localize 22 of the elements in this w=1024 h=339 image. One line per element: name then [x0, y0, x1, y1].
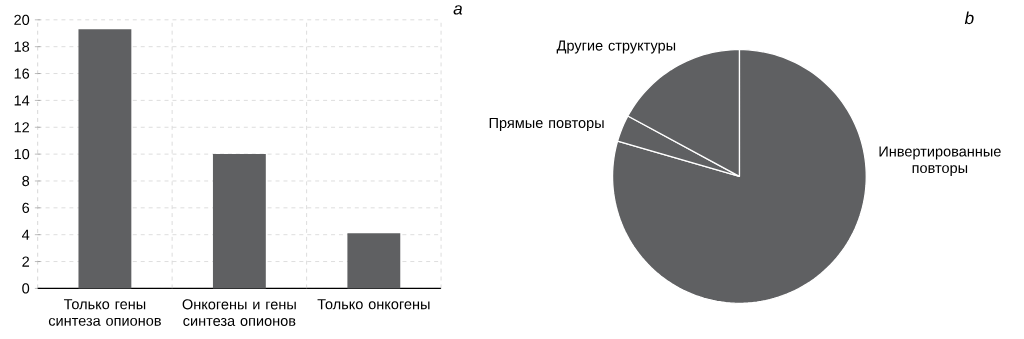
bar [347, 233, 401, 289]
slice-label: Другие структуры [556, 40, 676, 54]
bar [212, 154, 266, 289]
y-tick-label: 8 [22, 175, 30, 187]
x-tick-label: Только гены синтеза опионов [48, 299, 161, 326]
text: a [453, 5, 463, 15]
slice-label: Инвертированные повторы [879, 146, 1001, 176]
text: b [964, 11, 974, 25]
bar [78, 29, 132, 289]
y-tick-label: 0 [22, 283, 30, 294]
y-tick-label: 12 [14, 122, 30, 133]
y-tick-label: 20 [14, 14, 30, 25]
y-tick-label: 10 [14, 149, 30, 160]
x-tick-label: Только онкогены [317, 299, 430, 310]
slice-label: Прямые повторы [489, 117, 604, 131]
y-tick-label: 4 [21, 229, 30, 240]
y-tick-label: 6 [22, 202, 30, 213]
y-tick-label: 18 [14, 41, 30, 52]
y-tick-label: 14 [14, 95, 30, 106]
y-tick-label: 16 [14, 68, 30, 79]
x-tick-label: Онкогены и гены синтеза опионов [182, 299, 296, 326]
y-tick-label: 2 [22, 256, 30, 267]
